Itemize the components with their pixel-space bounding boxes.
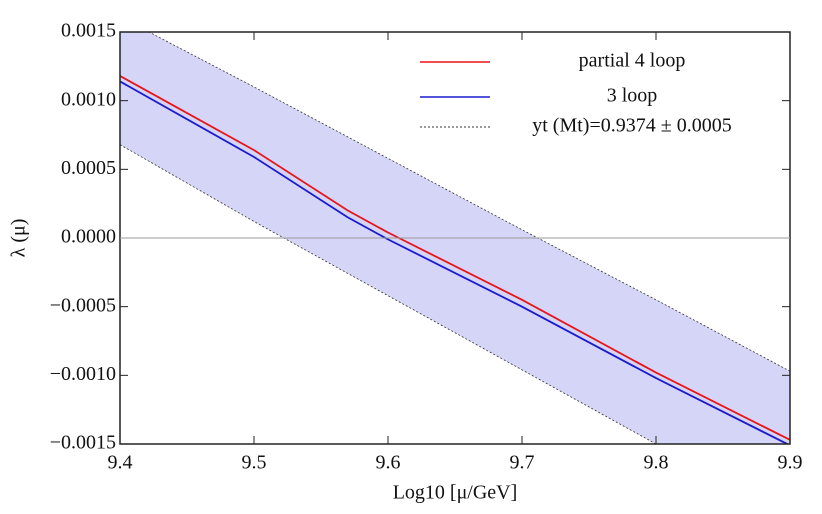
legend-label: partial 4 loop [579, 50, 686, 72]
x-tick-label: 9.8 [644, 452, 669, 474]
band [120, 32, 790, 444]
y-tick-label: −0.0005 [50, 294, 116, 316]
plot-area [120, 32, 790, 444]
series-line [120, 75, 790, 441]
x-axis-label: Log10 [μ/GeV] [393, 482, 518, 504]
x-tick-label: 9.4 [108, 452, 133, 474]
band-edge [120, 144, 657, 444]
x-tick-label: 9.9 [778, 452, 803, 474]
legend-label: 3 loop [607, 85, 658, 107]
x-tick-label: 9.7 [510, 452, 535, 474]
series-line [120, 80, 790, 444]
y-tick-label: 0.0015 [61, 20, 116, 42]
y-tick-label: 0.0000 [61, 226, 116, 248]
x-tick-label: 9.5 [242, 452, 267, 474]
x-tick-label: 9.6 [376, 452, 401, 474]
legend-label: yt (Mt)=0.9374 ± 0.0005 [532, 115, 731, 137]
y-tick-label: −0.0015 [50, 432, 116, 454]
y-tick-label: 0.0010 [61, 88, 116, 110]
y-tick-label: −0.0010 [50, 363, 116, 385]
y-tick-label: 0.0005 [61, 157, 116, 179]
y-axis-label: λ (μ) [8, 219, 30, 258]
